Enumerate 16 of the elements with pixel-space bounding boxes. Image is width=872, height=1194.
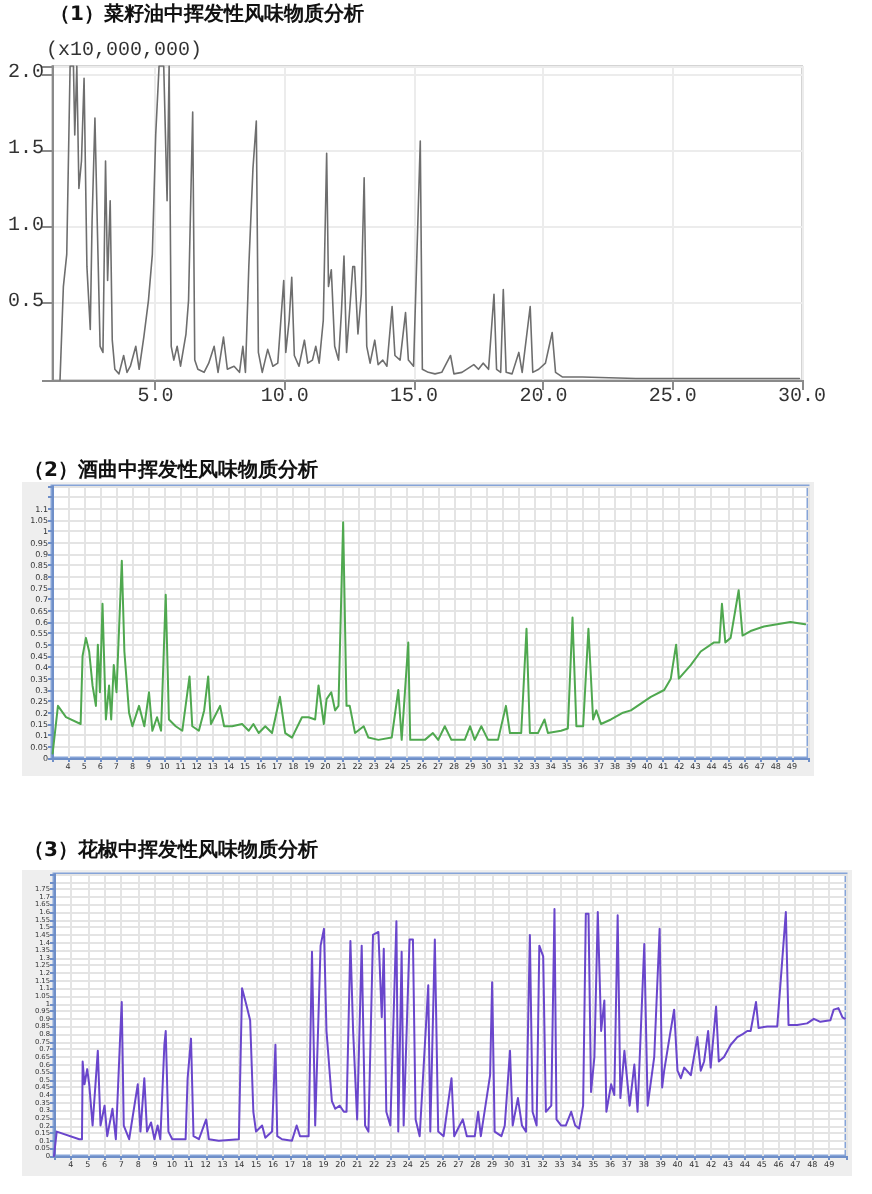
y-tick-label: 2.0 xyxy=(7,62,44,85)
y-tick-label: 0.5 xyxy=(7,292,44,315)
x-tick-label: 20.0 xyxy=(519,387,568,409)
line-series xyxy=(51,521,807,755)
y-axis-title: (x10,000,000) xyxy=(46,39,203,63)
x-tick-label: 25.0 xyxy=(648,387,697,409)
x-tick-label: 5.0 xyxy=(137,387,174,409)
x-tick-label: 15.0 xyxy=(390,387,439,409)
y-tick-label: 1.0 xyxy=(7,215,44,238)
x-tick-label: 30.0 xyxy=(777,387,827,409)
x-tick-label: 10.0 xyxy=(260,387,309,409)
chart-title: （3）花椒中挥发性风味物质分析 xyxy=(24,840,318,864)
chart-title: （2）酒曲中挥发性风味物质分析 xyxy=(24,460,318,484)
chart-title: （1）菜籽油中挥发性风味物质分析 xyxy=(50,4,364,28)
line-series xyxy=(59,65,801,381)
y-tick-label: 1.5 xyxy=(7,139,44,162)
